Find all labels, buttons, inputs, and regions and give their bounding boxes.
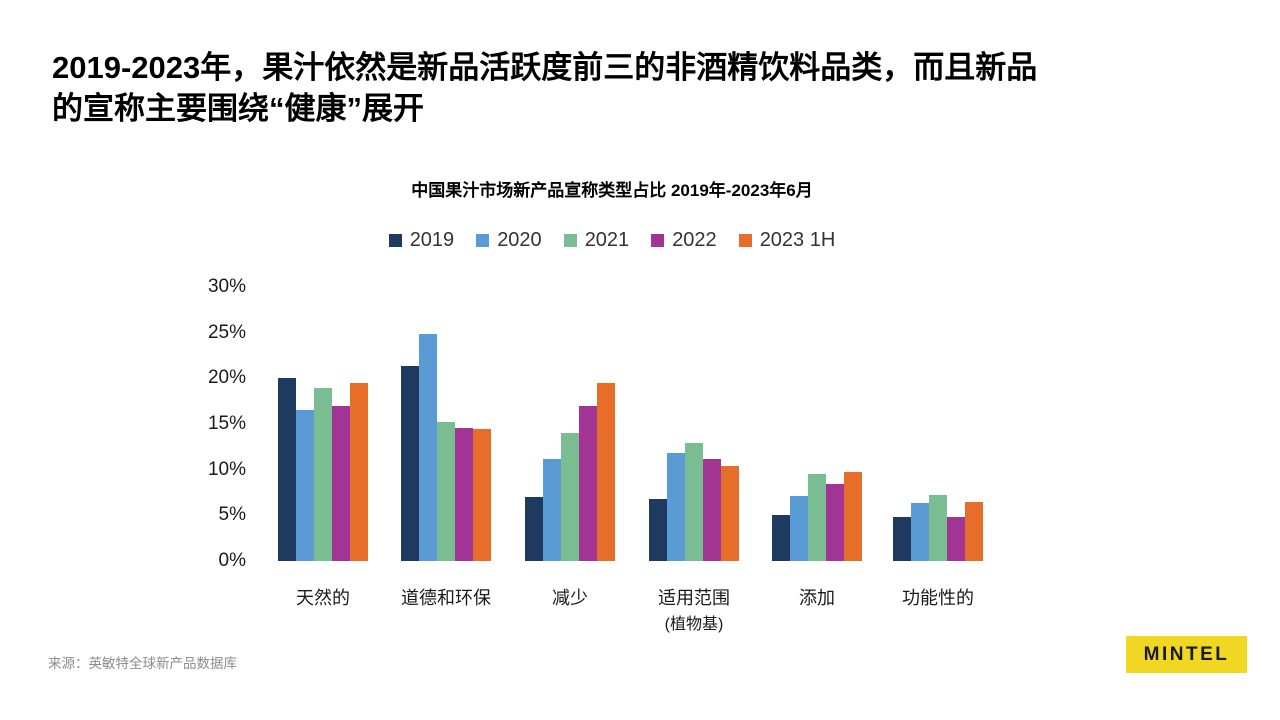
bar (455, 427, 473, 561)
bar (947, 516, 965, 561)
y-axis-tick-label: 5% (218, 504, 246, 526)
legend-label: 2019 (409, 229, 455, 251)
y-axis-tick-label: 30% (207, 276, 246, 297)
legend-swatch (476, 234, 490, 247)
bar (437, 421, 455, 561)
bar (350, 382, 368, 561)
bar (965, 501, 983, 561)
y-axis-tick-label: 25% (207, 321, 246, 343)
bar (772, 514, 790, 561)
mintel-logo: MINTEL (1126, 636, 1247, 673)
bar (808, 473, 826, 561)
y-axis-tick-label: 10% (207, 458, 246, 480)
bar (844, 471, 862, 561)
legend-swatch (388, 234, 402, 247)
y-axis-tick-label: 15% (207, 413, 246, 434)
bar (721, 465, 739, 561)
legend-item: 2019 (388, 229, 455, 252)
legend-swatch (651, 234, 665, 247)
legend-item: 2023 1H (738, 229, 836, 252)
bar (278, 377, 296, 561)
bar (929, 494, 947, 561)
bar (332, 405, 350, 561)
legend-item: 2020 (476, 229, 542, 252)
legend-item: 2021 (563, 229, 630, 252)
y-axis-tick-label: 0% (218, 550, 246, 571)
category-label: 减少 (552, 588, 588, 608)
chart-legend: 2019 2020 2021 2022 2023 1H (200, 229, 1024, 252)
bar (296, 409, 314, 561)
bar-group (278, 287, 368, 561)
legend-swatch (738, 234, 752, 247)
source-note: 来源：英敏特全球新产品数据库 (48, 656, 237, 671)
legend-item: 2022 (651, 229, 717, 252)
chart-title: 中国果汁市场新产品宣称类型占比 2019年-2023年6月 (411, 181, 813, 200)
bar (667, 452, 685, 561)
category-label: 天然的 (296, 588, 350, 608)
bar (597, 382, 615, 561)
bar (525, 496, 543, 561)
category-label: 添加 (799, 588, 835, 608)
bar (826, 483, 844, 561)
bar (579, 405, 597, 561)
bar (419, 333, 437, 561)
bar (790, 495, 808, 561)
category-label: 适用范围 (658, 588, 730, 608)
legend-label: 2023 1H (759, 229, 836, 251)
category-sublabel: (植物基) (664, 616, 724, 633)
bar (543, 458, 561, 561)
bar (685, 442, 703, 561)
bar (649, 498, 667, 561)
legend-swatch (563, 234, 577, 247)
category-label: 功能性的 (902, 588, 974, 608)
bar-group (893, 287, 983, 561)
bar (401, 365, 419, 561)
bar (703, 458, 721, 561)
legend-label: 2020 (497, 229, 542, 251)
legend-label: 2021 (584, 229, 630, 251)
bar-group (525, 287, 615, 561)
bar-group (649, 287, 739, 561)
y-axis-tick-label: 20% (207, 367, 246, 389)
bar (314, 387, 332, 561)
bar (893, 516, 911, 561)
slide-title: 2019-2023年，果汁依然是新品活跃度前三的非酒精饮料品类，而且新品 的宣称… (52, 50, 1038, 126)
bar (911, 502, 929, 561)
legend-label: 2022 (672, 229, 717, 251)
bar-group (772, 287, 862, 561)
bar (473, 428, 491, 561)
bar-group (401, 287, 491, 561)
bar (561, 432, 579, 561)
category-label: 道德和环保 (401, 588, 491, 608)
